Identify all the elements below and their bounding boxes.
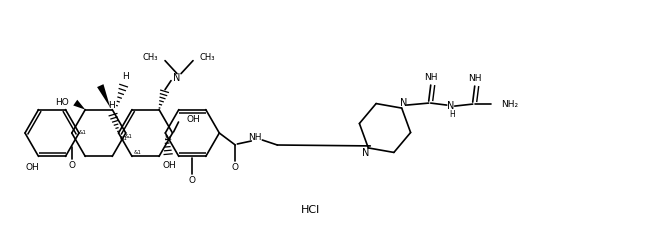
- Text: OH: OH: [187, 114, 200, 123]
- Polygon shape: [97, 84, 110, 108]
- Polygon shape: [73, 100, 85, 110]
- Text: HCl: HCl: [300, 205, 320, 215]
- Text: N: N: [400, 98, 408, 108]
- Text: H: H: [449, 110, 454, 119]
- Text: &1: &1: [125, 134, 133, 140]
- Text: NH₂: NH₂: [500, 99, 518, 109]
- Text: &1: &1: [79, 130, 86, 136]
- Text: &1: &1: [120, 136, 127, 140]
- Text: HO: HO: [55, 98, 70, 107]
- Text: OH: OH: [162, 161, 176, 171]
- Text: NH: NH: [424, 73, 437, 82]
- Text: &1: &1: [164, 136, 172, 140]
- Text: N: N: [361, 148, 369, 158]
- Text: H: H: [108, 102, 115, 110]
- Text: O: O: [232, 164, 239, 172]
- Text: H: H: [122, 72, 129, 81]
- Text: N: N: [447, 101, 454, 111]
- Text: NH: NH: [468, 74, 482, 82]
- Text: CH₃: CH₃: [142, 53, 158, 62]
- Text: NH: NH: [248, 133, 262, 141]
- Text: OH: OH: [25, 163, 40, 172]
- Text: N: N: [174, 73, 181, 83]
- Text: O: O: [188, 176, 196, 185]
- Text: CH₃: CH₃: [199, 53, 215, 62]
- Text: O: O: [69, 161, 76, 170]
- Text: &1: &1: [134, 150, 142, 155]
